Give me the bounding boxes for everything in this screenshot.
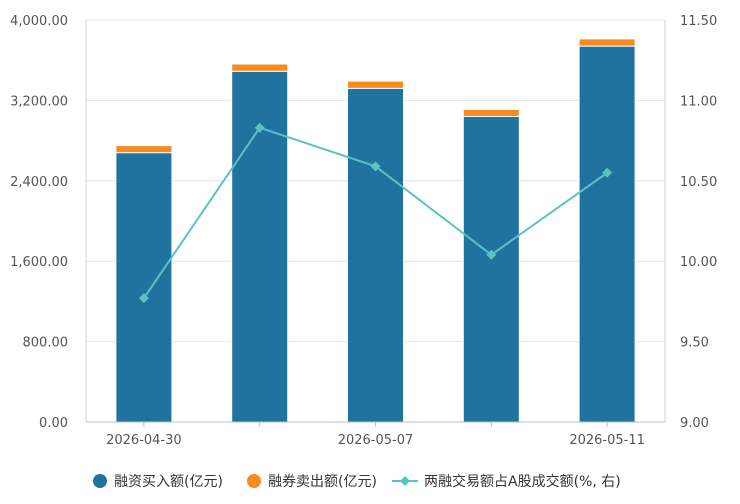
x-tick-label: 2026-04-30	[106, 433, 182, 448]
legend-swatch	[93, 474, 107, 488]
y-left-tick-label: 3,200.00	[10, 94, 68, 109]
y-right-tick-label: 11.50	[680, 14, 717, 29]
bar-short-sell	[462, 108, 520, 117]
bar-short-sell	[115, 145, 173, 154]
legend-swatch	[247, 474, 261, 488]
legend-swatch-marker	[400, 476, 410, 486]
y-right-tick-label: 9.00	[680, 416, 709, 431]
legend-label: 两融交易额占A股成交额(%, 右)	[424, 473, 621, 490]
bar-margin-buy	[347, 87, 404, 423]
legend-item-margin-buy: 融资买入额(亿元)	[93, 474, 223, 490]
axes: 0.00 9.00 800.00 9.50 1,600.00 10.00 2,400.00 1…	[10, 14, 717, 448]
y-left-tick-label: 800.00	[23, 336, 69, 351]
bar-short-sell	[578, 38, 636, 47]
ratio-point-marker	[370, 161, 381, 172]
ratio-point-marker	[138, 293, 149, 304]
ratio-point-marker	[486, 249, 497, 260]
y-left-tick-label: 4,000.00	[10, 14, 68, 29]
bar-margin-buy	[115, 152, 173, 423]
y-right-tick-label: 11.00	[680, 94, 717, 109]
legend-label: 融券卖出额(亿元)	[268, 474, 377, 490]
bar-short-sell	[231, 63, 289, 72]
legend-item-short-sell: 融券卖出额(亿元)	[247, 474, 377, 490]
x-tick-label: 2026-05-07	[338, 433, 414, 448]
bar-margin-buy	[578, 45, 636, 423]
y-right-tick-label: 10.50	[680, 175, 717, 190]
y-left-tick-label: 0.00	[39, 416, 68, 431]
y-left-tick-label: 1,600.00	[10, 255, 68, 270]
y-left-tick-label: 2,400.00	[10, 175, 68, 190]
y-right-tick-label: 9.50	[680, 336, 709, 351]
y-right-tick-label: 10.00	[680, 255, 717, 270]
x-tick-label: 2026-05-11	[569, 433, 645, 448]
legend: 融资买入额(亿元) 融券卖出额(亿元) 两融交易额占A股成交额(%, 右)	[93, 473, 621, 490]
ratio-point-marker	[602, 167, 613, 178]
bar-margin-buy	[462, 115, 520, 423]
legend-item-ratio: 两融交易额占A股成交额(%, 右)	[392, 473, 621, 490]
line-series	[138, 122, 613, 304]
ratio-point-marker	[254, 122, 265, 133]
legend-label: 融资买入额(亿元)	[114, 474, 223, 490]
bar-series	[115, 38, 636, 423]
bar-short-sell	[347, 80, 404, 89]
